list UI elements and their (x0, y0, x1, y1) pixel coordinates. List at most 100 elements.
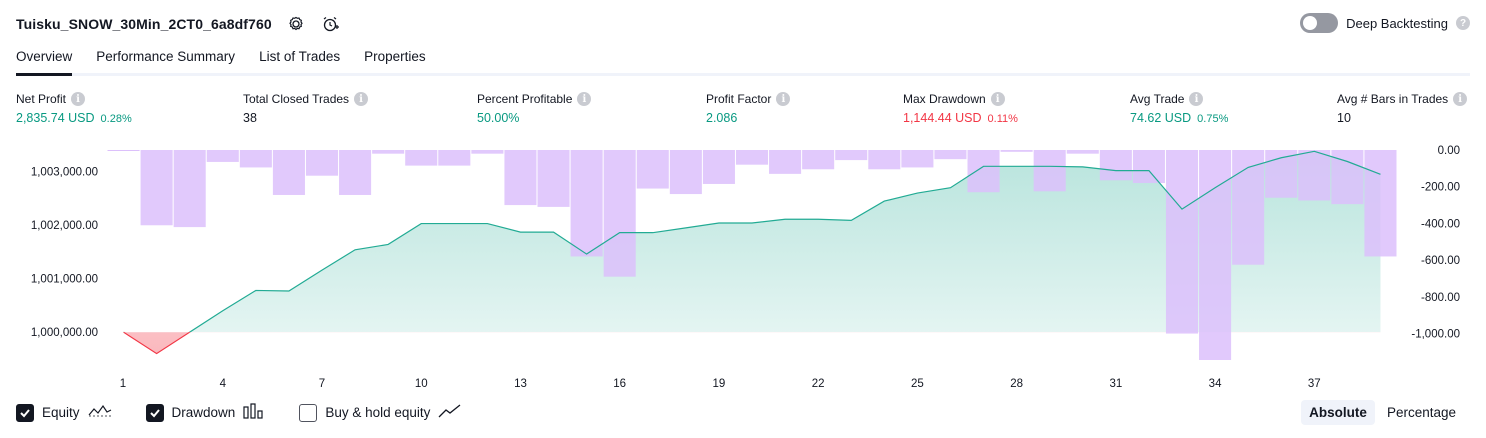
add-alert-icon[interactable] (320, 14, 340, 34)
right-axis-tick-label: -600.00 (1421, 255, 1460, 267)
absolute-button[interactable]: Absolute (1301, 400, 1375, 425)
drawdown-bar (603, 150, 636, 277)
right-axis-tick-label: -1,000.00 (1411, 329, 1460, 341)
equity-area-positive (123, 151, 1381, 333)
drawdown-bar (239, 150, 272, 168)
x-axis-tick-label: 7 (319, 378, 325, 390)
drawdown-bar (1033, 150, 1066, 192)
x-axis-tick-label: 10 (415, 378, 428, 390)
metric-value: 74.62 USD (1130, 111, 1192, 125)
drawdown-bar (537, 150, 570, 207)
drawdown-bar (206, 150, 239, 162)
metric-total-closed-trades: Total Closed Trades i 38 (243, 92, 369, 125)
drawdown-bar (735, 150, 769, 165)
equity-line-icon (88, 403, 112, 422)
right-axis-tick-label: -800.00 (1421, 292, 1460, 304)
legend-buy-hold-equity[interactable]: Buy & hold equity (299, 403, 462, 422)
drawdown-checkbox[interactable] (145, 403, 164, 422)
info-icon[interactable]: i (354, 92, 369, 106)
metric-value: 10 (1337, 111, 1351, 125)
x-axis-tick-label: 25 (911, 378, 924, 390)
left-axis-tick-label: 1,001,000.00 (31, 274, 98, 286)
drawdown-bar (769, 150, 802, 174)
metric-net-profit: Net Profit i 2,835.74 USD 0.28% (16, 92, 132, 125)
metric-label: Max Drawdown (903, 92, 986, 106)
metric-label: Profit Factor (706, 92, 772, 106)
legend-label: Drawdown (171, 405, 236, 420)
equity-drawdown-chart[interactable]: 1,000,000.00 1,001,000.00 1,002,000.00 1,00… (0, 140, 1486, 390)
drawdown-bar (173, 150, 206, 228)
drawdown-bar (669, 150, 702, 195)
deep-backtesting: Deep Backtesting ? (1300, 13, 1470, 33)
metric-max-drawdown: Max Drawdown i 1,144.44 USD 0.11% (903, 92, 1018, 125)
info-icon[interactable]: i (1189, 92, 1204, 106)
drawdown-bar (1066, 150, 1099, 154)
percentage-button[interactable]: Percentage (1386, 405, 1456, 420)
metric-value: 2,835.74 USD (16, 111, 95, 125)
metric-label: Avg Trade (1130, 92, 1185, 106)
info-icon[interactable]: i (577, 92, 592, 106)
metric-value: 2.086 (706, 111, 738, 125)
drawdown-bar (272, 150, 305, 195)
x-axis-tick-label: 13 (514, 378, 527, 390)
right-axis-tick-label: -200.00 (1421, 182, 1460, 194)
x-axis-tick-label: 22 (812, 378, 825, 390)
x-axis-tick-label: 19 (713, 378, 726, 390)
tab-performance-summary[interactable]: Performance Summary (96, 49, 236, 64)
metric-label: Total Closed Trades (243, 92, 350, 106)
info-icon[interactable]: i (776, 92, 791, 106)
drawdown-bar (405, 150, 438, 166)
x-axis-tick-label: 37 (1308, 378, 1321, 390)
drawdown-bar (1165, 150, 1199, 334)
right-axis-tick-label: -400.00 (1421, 218, 1460, 230)
x-axis-tick-label: 4 (220, 378, 227, 390)
info-icon[interactable]: i (71, 92, 86, 106)
drawdown-bar (107, 150, 140, 151)
left-axis-tick-label: 1,000,000.00 (31, 327, 98, 339)
legend-drawdown[interactable]: Drawdown (145, 403, 266, 422)
drawdown-bar (802, 150, 835, 170)
drawdown-bar (901, 150, 934, 168)
toggle-knob (1303, 16, 1318, 30)
equity-area-negative (123, 332, 190, 354)
info-icon[interactable]: i (1453, 92, 1468, 106)
drawdown-bar (570, 150, 603, 257)
metric-label: Net Profit (16, 92, 67, 106)
legend-label: Equity (42, 405, 80, 420)
metric-value: 1,144.44 USD (903, 111, 982, 125)
drawdown-bar (1199, 150, 1232, 360)
drawdown-bar (967, 150, 1000, 193)
info-icon[interactable]: i (990, 92, 1005, 106)
equity-checkbox[interactable] (16, 403, 34, 422)
drawdown-bar (305, 150, 339, 176)
right-axis-tick-label: 0.00 (1438, 145, 1460, 157)
metric-avg-bars-in-trades: Avg # Bars in Trades i 10 (1337, 92, 1468, 125)
help-icon[interactable]: ? (1456, 16, 1470, 30)
drawdown-bar (934, 150, 967, 160)
drawdown-bar (835, 150, 868, 161)
buy-hold-checkbox[interactable] (299, 403, 318, 422)
chart-legend: Equity Drawdown Buy & hold equity (16, 403, 462, 422)
drawdown-bar (702, 150, 735, 184)
tab-overview[interactable]: Overview (16, 44, 73, 76)
deep-backtesting-toggle[interactable] (1300, 13, 1339, 33)
deep-backtesting-label: Deep Backtesting (1346, 15, 1448, 31)
drawdown-bars-icon (243, 403, 265, 422)
metric-value: 38 (243, 111, 257, 125)
equity-line (123, 150, 1381, 333)
tab-list-of-trades[interactable]: List of Trades (259, 49, 341, 64)
metric-value: 50.00% (477, 111, 520, 125)
legend-label: Buy & hold equity (325, 405, 431, 420)
tab-bar: Overview Performance Summary List of Tra… (16, 44, 1470, 76)
x-axis-tick-label: 31 (1109, 378, 1122, 390)
x-axis-tick-label: 34 (1209, 378, 1222, 390)
tab-properties[interactable]: Properties (364, 49, 426, 64)
metric-percent-profitable: Percent Profitable i 50.00% (477, 92, 592, 125)
drawdown-bar (372, 150, 405, 154)
legend-equity[interactable]: Equity (16, 403, 112, 422)
x-axis-tick-label: 28 (1010, 378, 1023, 390)
buy-hold-line-icon (438, 403, 462, 422)
drawdown-bar (1232, 150, 1265, 265)
metric-label: Avg # Bars in Trades (1337, 92, 1449, 106)
settings-gear-icon[interactable] (286, 14, 306, 34)
